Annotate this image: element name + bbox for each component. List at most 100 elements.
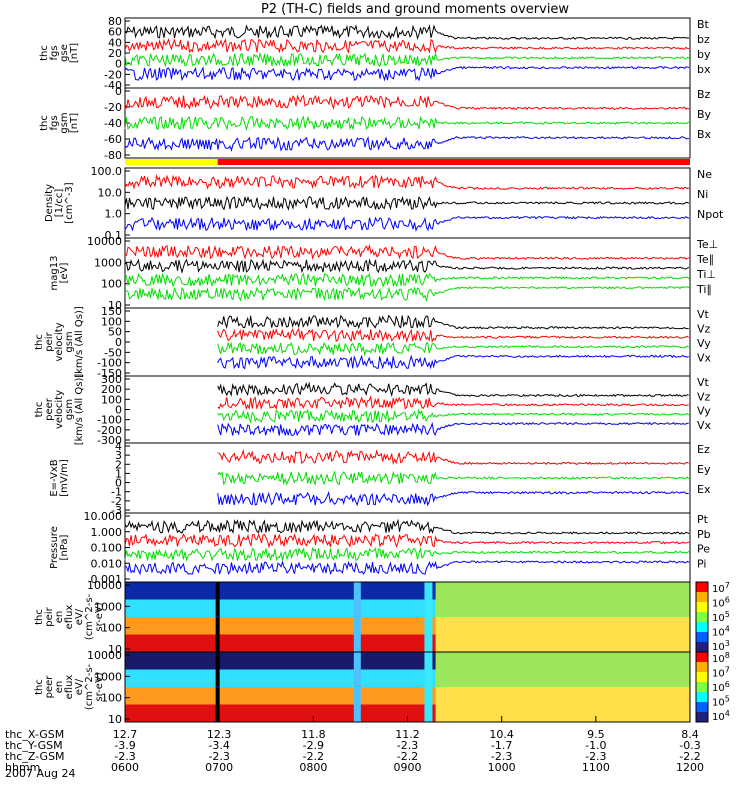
y-tick-label: 0 bbox=[115, 477, 122, 490]
y-tick-label: -2 bbox=[111, 495, 122, 508]
x-row-value: -3.9 bbox=[114, 739, 135, 752]
y-tick-label: 10 bbox=[108, 713, 122, 726]
y-tick-label: 1000 bbox=[94, 600, 122, 613]
spectrogram-band bbox=[435, 704, 690, 723]
y-axis-label: thc bbox=[34, 679, 45, 695]
chart-title: P2 (TH-C) fields and ground moments over… bbox=[261, 2, 569, 17]
series-line bbox=[124, 215, 690, 232]
y-tick-label: 300 bbox=[101, 373, 122, 386]
series-line bbox=[217, 421, 689, 437]
series-line bbox=[124, 136, 690, 152]
spectrogram-band bbox=[435, 582, 690, 600]
legend-entry: bx bbox=[697, 63, 711, 76]
y-axis-label: (cm^2-s- bbox=[84, 663, 95, 710]
y-axis-label: fgs bbox=[49, 45, 60, 60]
y-axis-label: thc bbox=[34, 402, 45, 418]
legend-entry: Npot bbox=[697, 208, 724, 221]
legend-entry: Vt bbox=[697, 376, 710, 389]
series-line bbox=[124, 94, 690, 111]
colorbar-segment bbox=[696, 632, 708, 643]
colorbar-tick-label: 107 bbox=[712, 666, 730, 680]
y-axis-label: gse bbox=[59, 44, 70, 62]
spectrogram-band bbox=[125, 617, 436, 635]
legend-entry: Ex bbox=[697, 483, 711, 496]
x-row-label: thc_Z-GSM bbox=[5, 750, 65, 763]
spectrogram-band bbox=[435, 599, 690, 618]
y-axis-label: eV/ bbox=[74, 678, 85, 695]
y-axis-label: thc bbox=[39, 45, 50, 61]
legend-entry: Ez bbox=[697, 443, 710, 456]
series-line bbox=[124, 115, 690, 132]
legend-entry: Vx bbox=[697, 419, 712, 432]
x-row-value: -2.3 bbox=[397, 739, 418, 752]
y-tick-label: 100 bbox=[101, 278, 122, 291]
series-line bbox=[124, 286, 690, 303]
spectrogram-band bbox=[125, 687, 436, 705]
series-line bbox=[217, 448, 689, 466]
date-label: 2007 Aug 24 bbox=[5, 767, 75, 780]
spectrogram-feature bbox=[424, 582, 433, 652]
series-line bbox=[217, 395, 689, 411]
colorbar-segment bbox=[696, 642, 708, 653]
y-tick-label: 0.010 bbox=[91, 557, 123, 570]
x-row-value: -2.3 bbox=[114, 750, 135, 763]
series-line bbox=[124, 65, 690, 82]
x-time-label: 0800 bbox=[299, 761, 327, 774]
legend-entry: By bbox=[697, 108, 712, 121]
y-tick-label: 4 bbox=[115, 440, 122, 453]
y-tick-label: -300 bbox=[97, 434, 122, 447]
y-tick-label: 10.000 bbox=[84, 510, 123, 523]
x-row-value: -2.2 bbox=[679, 750, 700, 763]
x-time-label: 0900 bbox=[394, 761, 422, 774]
legend-entry: Ey bbox=[697, 463, 711, 476]
spectrogram-gap bbox=[215, 652, 220, 722]
series-line bbox=[124, 37, 689, 54]
y-axis-label: en bbox=[54, 681, 65, 694]
x-axis-labels: thc_X-GSM 12.7 12.3 11.8 11.2 10.4 9.5 8.4 thc_Y… bbox=[5, 716, 704, 774]
y-tick-label: 0.001 bbox=[91, 573, 123, 586]
x-row-value: -3.4 bbox=[208, 739, 229, 752]
y-tick-label: -40 bbox=[104, 117, 122, 130]
y-tick-label: 100.0 bbox=[91, 165, 123, 178]
y-axis-label: [nT] bbox=[69, 43, 80, 63]
y-tick-label: -40 bbox=[104, 79, 122, 92]
colorbar-tick-label: 106 bbox=[712, 680, 730, 694]
y-tick-label: 10.0 bbox=[98, 186, 123, 199]
x-row-value: -2.2 bbox=[303, 750, 324, 763]
y-tick-label: 100 bbox=[101, 692, 122, 705]
x-time-label: 1000 bbox=[488, 761, 516, 774]
y-axis-label: E=-VxB bbox=[49, 459, 60, 496]
y-axis-label: peer bbox=[44, 397, 55, 421]
colorbar-segment bbox=[696, 682, 708, 693]
legend-entry: Bz bbox=[697, 88, 711, 101]
y-tick-label: -1 bbox=[111, 486, 122, 499]
series-line bbox=[217, 490, 689, 507]
y-tick-label: 100 bbox=[101, 622, 122, 635]
y-tick-label: 1000 bbox=[94, 256, 122, 269]
x-time-label: 0600 bbox=[111, 761, 139, 774]
y-axis-label: [cm^-3] bbox=[64, 182, 75, 223]
panel-temperature: 10 100 1000 10000 mag13 [eV] Te⊥ Te∥ Ti⊥ Ti∥ bbox=[49, 235, 718, 312]
x-row-label: hhmm bbox=[5, 761, 40, 774]
colorbar-frame bbox=[695, 651, 709, 723]
legend-entry: Bx bbox=[697, 128, 712, 141]
y-tick-label: 10000 bbox=[87, 649, 122, 662]
colorbar-segment bbox=[696, 712, 708, 723]
y-tick-label: 0 bbox=[115, 58, 122, 71]
series-line bbox=[124, 532, 690, 549]
series-line bbox=[124, 546, 690, 562]
legend-entry: Bt bbox=[697, 18, 710, 31]
y-axis-label: peir bbox=[44, 331, 55, 351]
y-axis-label: en bbox=[54, 611, 65, 624]
colorbar-tick-label: 105 bbox=[712, 695, 730, 709]
spectrogram-band bbox=[125, 634, 436, 653]
colorbar-tick-label: 104 bbox=[712, 625, 730, 639]
x-row-value: -0.3 bbox=[679, 739, 700, 752]
spectrogram-band bbox=[435, 687, 690, 705]
y-axis-label: velocity bbox=[54, 390, 65, 429]
y-tick-label: 1000 bbox=[94, 670, 122, 683]
y-axis-label: [nPa] bbox=[59, 534, 70, 560]
x-row-value: -2.3 bbox=[585, 750, 606, 763]
